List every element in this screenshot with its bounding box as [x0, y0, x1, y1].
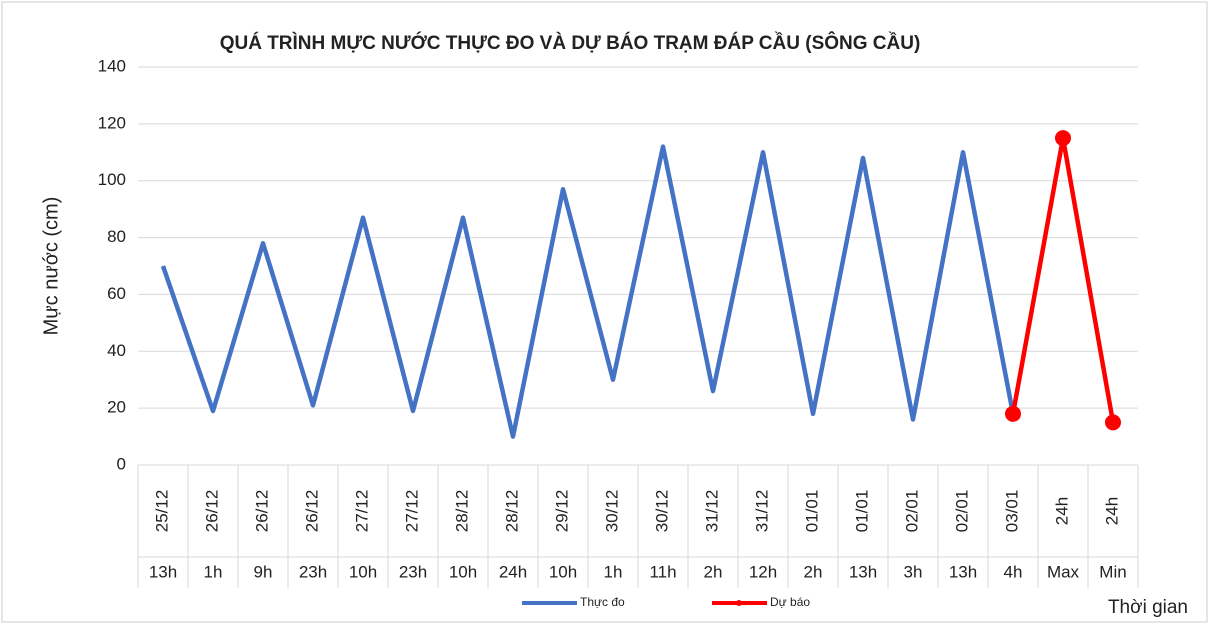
x-tick-label: 02/01 — [952, 490, 971, 533]
x-tick-label-outer: 23h — [299, 562, 327, 581]
y-tick-label: 100 — [98, 170, 126, 189]
x-axis-label: Thời gian — [1108, 597, 1188, 618]
x-tick-label: 31/12 — [702, 490, 721, 533]
x-tick-label-outer: 2h — [704, 562, 723, 581]
point-marker — [1055, 130, 1071, 147]
x-tick-label-outer: 9h — [254, 562, 273, 581]
y-tick-label: 40 — [107, 341, 126, 360]
x-tick-label-outer: 23h — [399, 562, 427, 581]
x-tick-label-outer: 1h — [204, 562, 223, 581]
point-marker — [1105, 414, 1121, 431]
legend-label: Thực đo — [580, 595, 625, 609]
point-marker — [1005, 405, 1021, 422]
x-tick-label-outer: 10h — [549, 562, 577, 581]
x-tick-label: 24h — [1052, 497, 1071, 525]
x-tick-label: 28/12 — [452, 490, 471, 533]
y-tick-label: 0 — [117, 454, 126, 473]
x-tick-label-outer: Min — [1099, 562, 1126, 581]
y-tick-label: 140 — [98, 56, 126, 75]
chart-title: QUÁ TRÌNH MỰC NƯỚC THỰC ĐO VÀ DỰ BÁO TRẠ… — [220, 32, 921, 54]
x-tick-label-outer: 13h — [949, 562, 977, 581]
x-tick-label: 30/12 — [652, 490, 671, 533]
x-tick-label-outer: 12h — [749, 562, 777, 581]
x-tick-label-outer: 10h — [449, 562, 477, 581]
x-tick-label: 01/01 — [802, 490, 821, 533]
y-tick-label: 60 — [107, 284, 126, 303]
y-axis-label: Mực nước (cm) — [40, 197, 62, 336]
x-tick-label-outer: 13h — [849, 562, 877, 581]
x-tick-label: 31/12 — [752, 490, 771, 533]
x-tick-label-outer: 10h — [349, 562, 377, 581]
x-tick-label-outer: 24h — [499, 562, 527, 581]
x-tick-label-outer: 13h — [149, 562, 177, 581]
x-tick-label: 28/12 — [502, 490, 521, 533]
series-line — [160, 144, 1016, 439]
x-tick-label: 03/01 — [1002, 490, 1021, 533]
legend-marker — [736, 600, 742, 606]
x-tick-label: 30/12 — [602, 490, 621, 533]
x-tick-label: 02/01 — [902, 490, 921, 533]
x-tick-label: 26/12 — [202, 490, 221, 533]
x-tick-label-outer: Max — [1047, 562, 1080, 581]
x-tick-label: 01/01 — [852, 490, 871, 533]
x-tick-label: 27/12 — [402, 490, 421, 533]
x-tick-label-outer: 3h — [904, 562, 923, 581]
x-tick-label: 26/12 — [252, 490, 271, 533]
y-tick-label: 120 — [98, 113, 126, 132]
x-tick-label-outer: 11h — [649, 562, 676, 581]
y-tick-label: 20 — [107, 398, 126, 417]
legend-label: Dự báo — [770, 595, 810, 609]
x-tick-label: 24h — [1102, 497, 1121, 525]
x-tick-label: 29/12 — [552, 490, 571, 533]
x-tick-label-outer: 1h — [604, 562, 623, 581]
x-tick-label: 26/12 — [302, 490, 321, 533]
x-tick-label-outer: 4h — [1004, 562, 1023, 581]
x-tick-label-outer: 2h — [804, 562, 823, 581]
x-tick-label: 25/12 — [152, 490, 171, 533]
x-tick-label: 27/12 — [352, 490, 371, 533]
y-tick-label: 80 — [107, 227, 126, 246]
